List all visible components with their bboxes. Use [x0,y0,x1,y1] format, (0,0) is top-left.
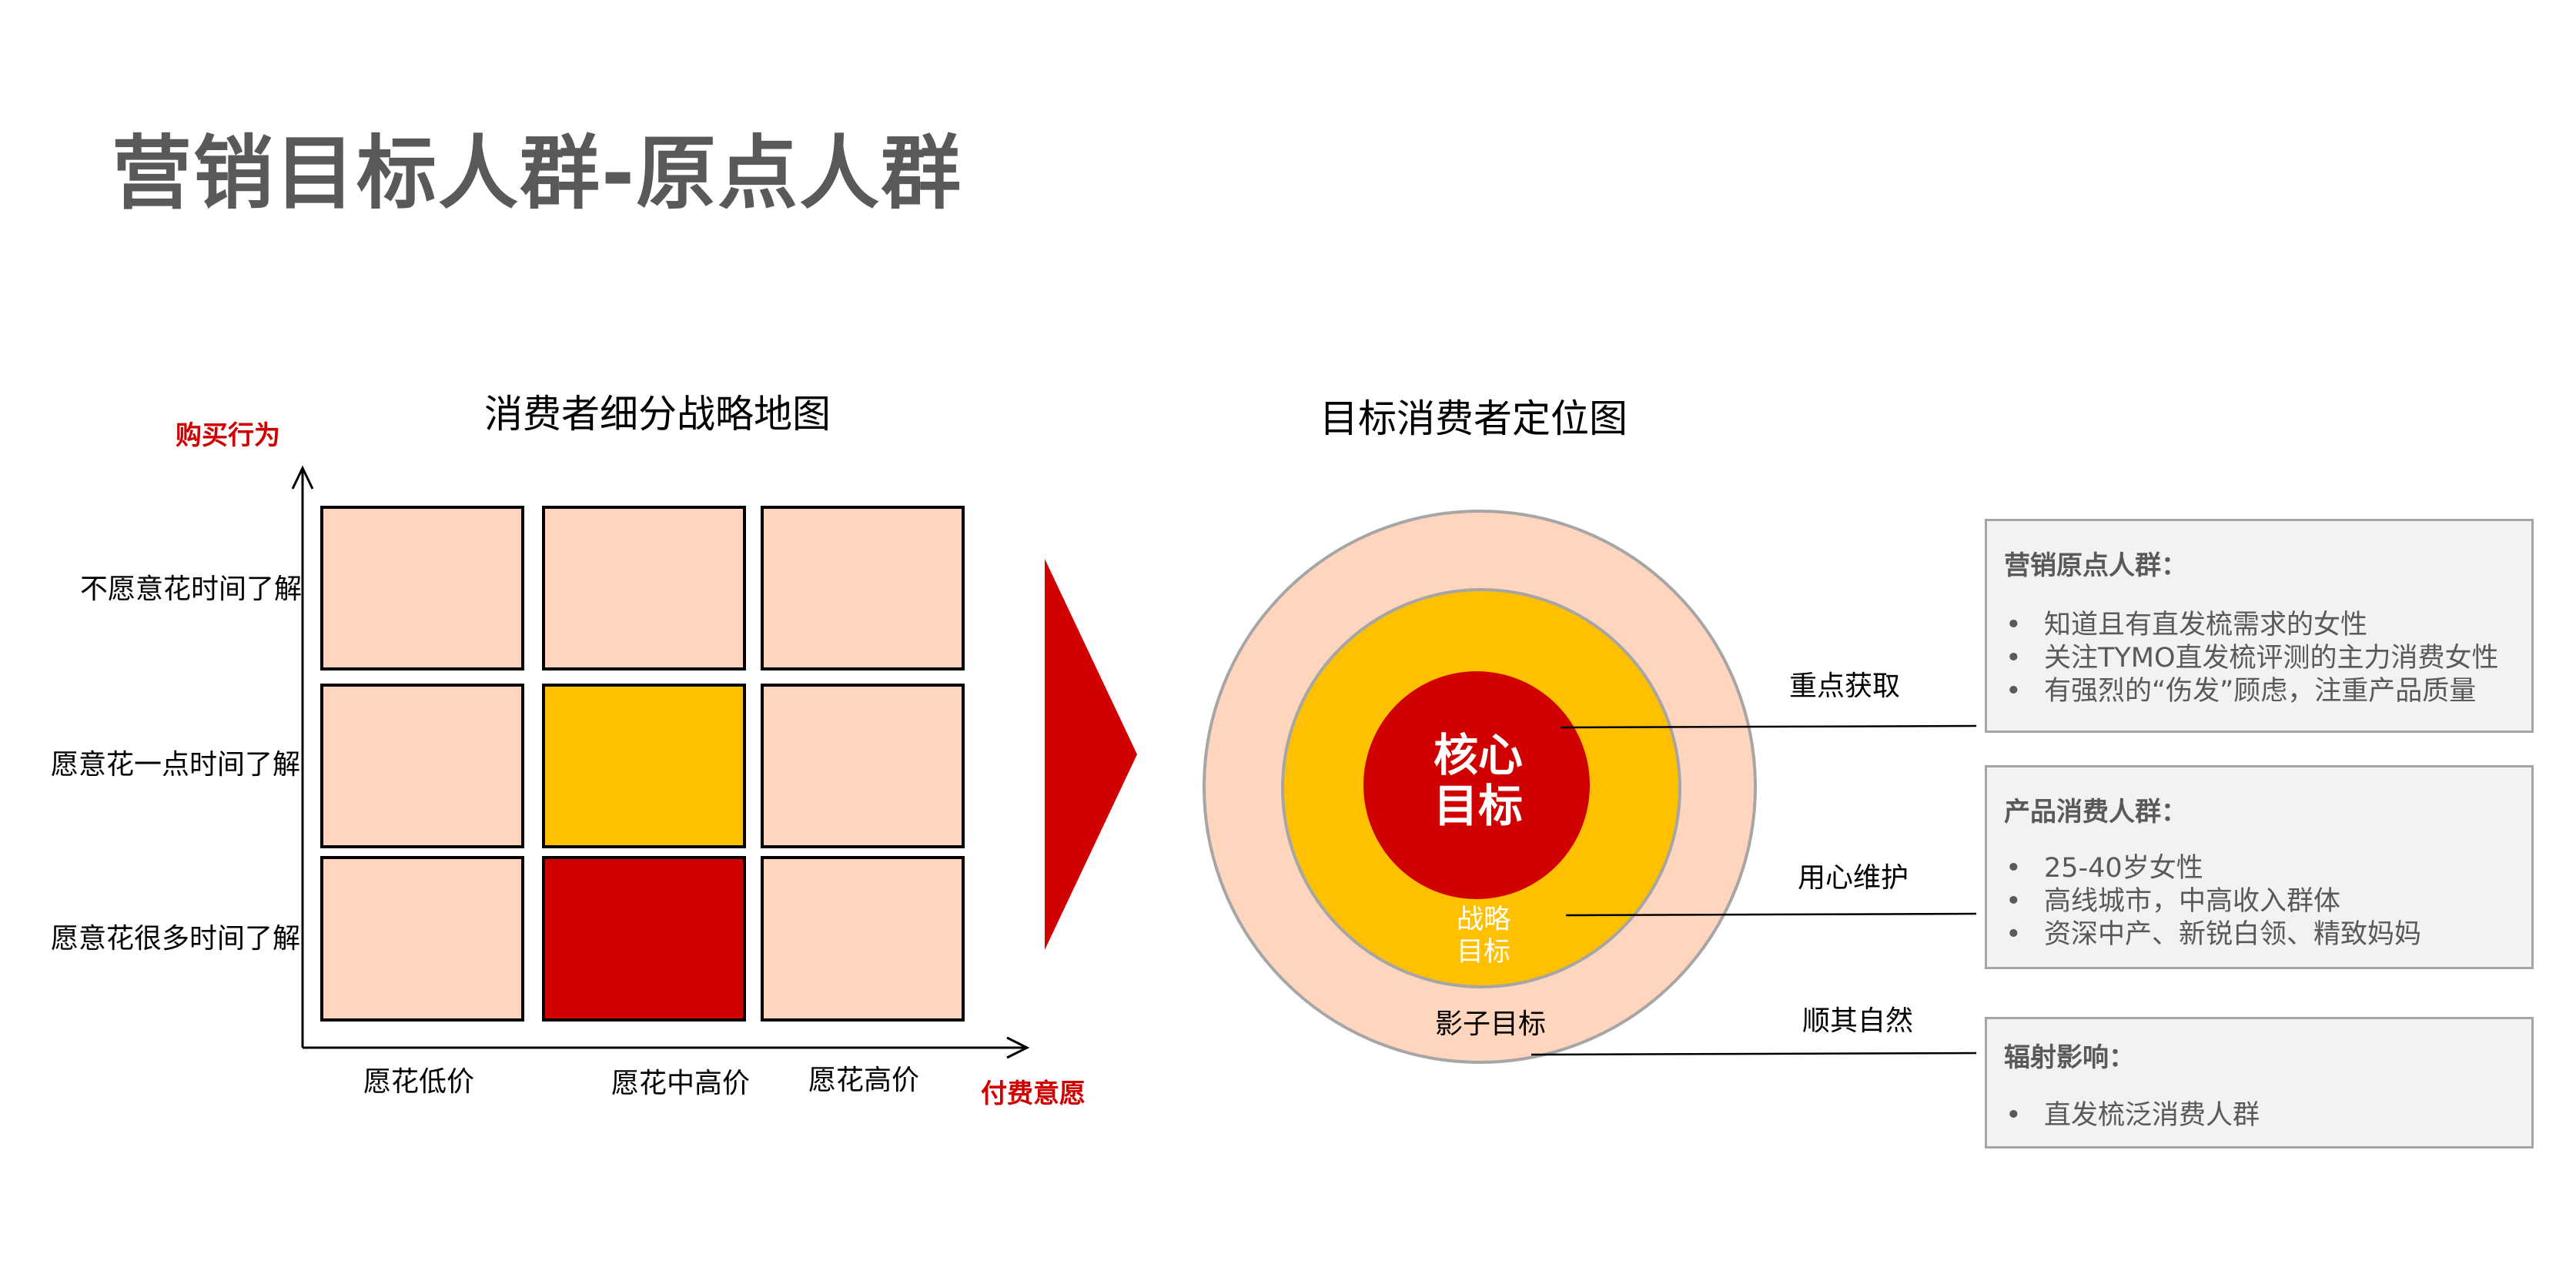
bullet-text: 知道且有直发梳需求的女性 [2044,610,2368,640]
leader-lines [1531,724,1977,1056]
x-axis-arrow [1006,1036,1030,1059]
matrix-cell [320,506,524,670]
matrix-cell [542,506,746,670]
bullet-item: • 有强烈的“伤发”顾虑，注重产品质量 [2006,675,2499,708]
bullet-list: • 知道且有直发梳需求的女性 • 关注TYMO直发梳评测的主力消费女性 • 有强烈的“… [2006,609,2499,708]
bullet-text: 有强烈的“伤发”顾虑，注重产品质量 [2044,676,2477,707]
axes [291,465,1030,1059]
positioning-map-title: 目标消费者定位图 [1320,396,1628,441]
matrix-cell-strategic [542,684,746,848]
matrix-cell [761,506,965,670]
matrix-cell [761,684,965,848]
leader-line-strategic [1565,912,1977,917]
row-label: 不愿意花时间了解 [79,573,302,605]
column-label: 愿花中高价 [611,1068,751,1099]
bullet-text: 直发梳泛消费人群 [2044,1100,2260,1131]
y-axis-arrow [291,465,314,490]
box-heading: 营销原点人群： [2004,550,2187,581]
row-label: 愿意花一点时间了解 [50,749,300,781]
bullet-item: • 关注TYMO直发梳评测的主力消费女性 [2006,642,2499,675]
x-axis-label: 付费意愿 [981,1078,1086,1109]
bullet-item: • 直发梳泛消费人群 [2006,1099,2260,1132]
bullet-icon: • [2006,886,2022,917]
bullet-icon: • [2006,1100,2022,1131]
matrix-cell [761,856,965,1022]
leader-line-core [1560,724,1977,729]
box-heading: 辐射影响： [2004,1042,2135,1073]
action-label: 用心维护 [1797,862,1909,894]
core-label-line: 核心 [1433,729,1524,781]
bullet-text: 高线城市，中高收入群体 [2044,886,2341,917]
strategic-label-line: 战略 [1456,904,1511,935]
bullet-text: 关注TYMO直发梳评测的主力消费女性 [2044,643,2499,674]
box-heading: 产品消费人群： [2004,797,2187,828]
page-title: 营销目标人群-原点人群 [112,126,963,220]
shadow-target-label: 影子目标 [1434,1008,1547,1040]
core-label-line: 目标 [1433,780,1524,832]
bullet-icon: • [2006,919,2022,950]
bullet-icon: • [2006,676,2022,707]
matrix-cell [320,856,524,1022]
bullet-icon: • [2006,643,2022,674]
strategic-label-line: 目标 [1456,937,1511,968]
column-label: 愿花高价 [808,1065,920,1096]
bullet-item: • 25-40岁女性 [2006,852,2421,885]
row-label: 愿意花很多时间了解 [50,923,300,955]
matrix-cell [320,684,524,848]
core-target-label: 核心 目标 [1434,730,1523,831]
column-label: 愿花低价 [363,1066,475,1098]
bullet-text: 资深中产、新锐白领、精致妈妈 [2044,919,2422,950]
core-target-circle [1363,671,1590,899]
arrow-triangle [1045,559,1137,950]
bullet-item: • 高线城市，中高收入群体 [2006,885,2421,918]
bullet-text: 25-40岁女性 [2044,853,2203,884]
bullet-item: • 资深中产、新锐白领、精致妈妈 [2006,918,2421,951]
action-label: 重点获取 [1788,670,1901,702]
matrix-cell-core [542,856,746,1022]
origin-audience-box: 营销原点人群： • 知道且有直发梳需求的女性 • 关注TYMO直发梳评测的主力消费女… [1985,519,2534,733]
y-axis-label: 购买行为 [176,420,280,451]
bullet-icon: • [2006,610,2022,640]
bullet-item: • 知道且有直发梳需求的女性 [2006,609,2499,642]
bullet-list: • 直发梳泛消费人群 [2006,1099,2260,1132]
leader-line-shadow [1531,1052,1977,1056]
strategic-target-label: 战略 目标 [1457,904,1510,968]
segment-map-title: 消费者细分战略地图 [484,392,831,436]
radiation-influence-box: 辐射影响： • 直发梳泛消费人群 [1985,1017,2534,1149]
bullet-icon: • [2006,853,2022,884]
bullet-list: • 25-40岁女性 • 高线城市，中高收入群体 • 资深中产、新锐白领、精致妈妈 [2006,852,2421,951]
product-consumer-box: 产品消费人群： • 25-40岁女性 • 高线城市，中高收入群体 • 资深中产、新锐白… [1985,765,2534,969]
action-label: 顺其自然 [1802,1005,1914,1037]
